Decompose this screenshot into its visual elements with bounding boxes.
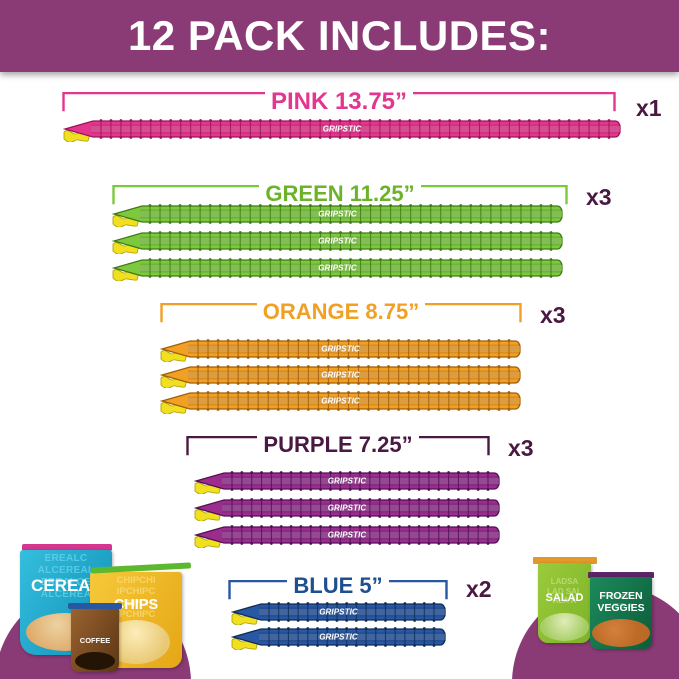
svg-text:GRIPSTIC: GRIPSTIC <box>319 633 358 642</box>
svg-text:GRIPSTIC: GRIPSTIC <box>318 210 357 219</box>
svg-text:GRIPSTIC: GRIPSTIC <box>321 371 360 380</box>
svg-text:GRIPSTIC: GRIPSTIC <box>321 345 360 354</box>
svg-text:GRIPSTIC: GRIPSTIC <box>321 397 360 406</box>
svg-text:GRIPSTIC: GRIPSTIC <box>323 125 362 134</box>
svg-text:GRIPSTIC: GRIPSTIC <box>318 264 357 273</box>
svg-text:GRIPSTIC: GRIPSTIC <box>318 237 357 246</box>
svg-text:GRIPSTIC: GRIPSTIC <box>319 608 358 617</box>
svg-text:GRIPSTIC: GRIPSTIC <box>328 531 367 540</box>
svg-text:GRIPSTIC: GRIPSTIC <box>328 504 367 513</box>
svg-text:GRIPSTIC: GRIPSTIC <box>328 477 367 486</box>
